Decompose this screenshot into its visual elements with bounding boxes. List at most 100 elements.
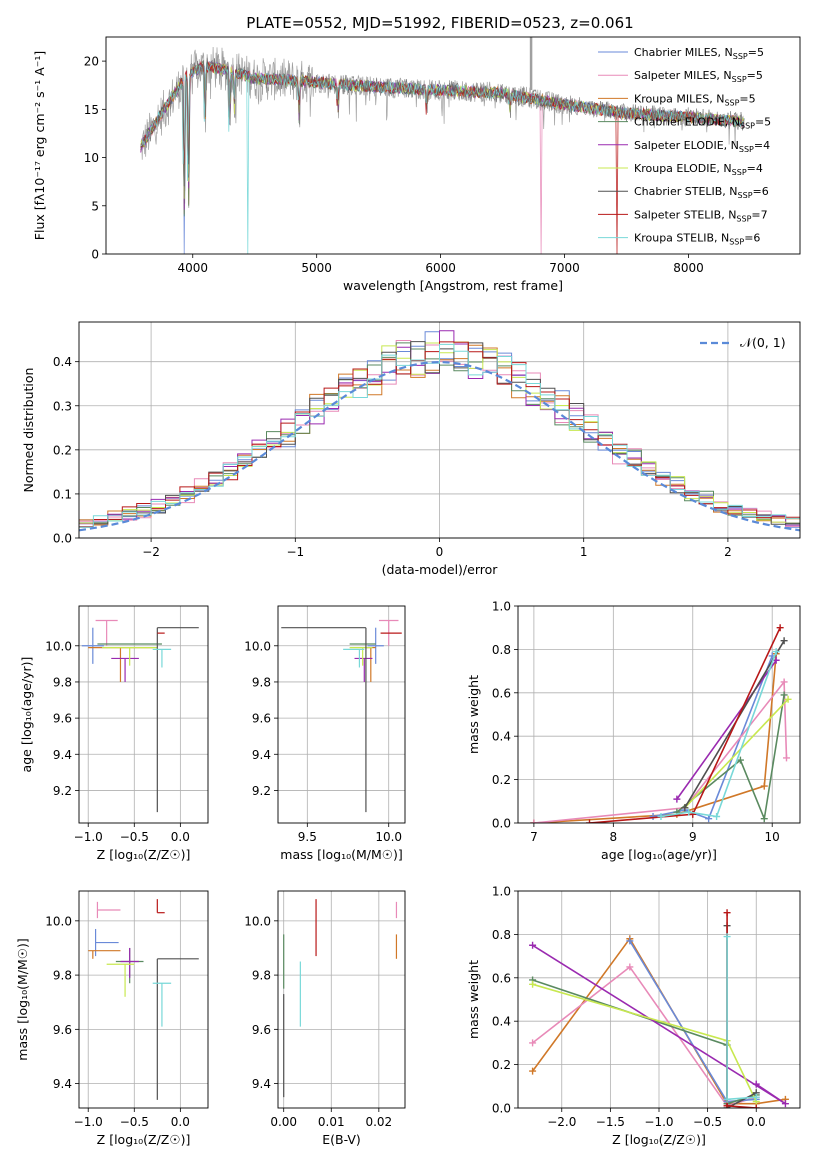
- legend-label-count: =5: [739, 92, 755, 105]
- legend-label-count: =5: [755, 116, 771, 129]
- x-tick-label: −1.0: [644, 1115, 673, 1129]
- errorbar-chabrier_stelib: [281, 627, 367, 813]
- weight-line: [532, 965, 757, 1107]
- weight-marker: [752, 1093, 760, 1101]
- weight-marker: [673, 795, 681, 803]
- x-tick-label: 0.0: [171, 830, 190, 844]
- x-tick-label: 0.0: [171, 1115, 190, 1129]
- weight-line: [589, 627, 781, 823]
- y-tick-label: 10.0: [45, 914, 72, 928]
- axes-mass_vs_ebv: 0.00 0.01 0.02 9.4 9.6 9.8 10.0 E(B-V): [244, 890, 406, 1147]
- y-tick-label: 9.6: [53, 712, 72, 726]
- x-tick-label: 10.0: [375, 830, 402, 844]
- errorbar-chabrier_miles: [81, 627, 104, 664]
- errorbar-salpeter_miles: [95, 619, 118, 646]
- axes-age_vs_mass: 9.5 10.0 9.2 9.4 9.6 9.8 10.0 mass [log₁₀(M/M☉)…: [244, 605, 406, 862]
- errorbar-salpeter_elodie: [111, 657, 139, 682]
- x-axis-label: (data-model)/error: [382, 562, 499, 577]
- x-tick-label: 0: [436, 545, 444, 559]
- y-axis-label: Flux [fλ10⁻¹⁷ erg cm⁻² s⁻¹ A⁻¹]: [32, 51, 47, 240]
- errorbar-chabrier_stelib: [156, 958, 199, 1100]
- legend-label-text: Chabrier MILES, N: [634, 46, 733, 59]
- weight-marker: [723, 1095, 731, 1103]
- weight-marker: [736, 756, 744, 764]
- errorbar-salpeter_elodie: [354, 657, 373, 682]
- y-tick-label: 9.4: [53, 748, 72, 762]
- y-tick-label: 9.2: [53, 784, 72, 798]
- legend-label-count: =6: [753, 185, 769, 198]
- y-tick-label: 1.0: [492, 600, 511, 614]
- x-axis-label: Z [log₁₀(Z/Z☉)]: [97, 1132, 191, 1147]
- legend-label-count: =4: [747, 162, 763, 175]
- legend-label-text: Chabrier STELIB, N: [634, 185, 738, 198]
- weight-marker: [585, 819, 593, 823]
- chart-title: PLATE=0552, MJD=51992, FIBERID=0523, z=0…: [246, 14, 633, 32]
- weight-marker: [685, 808, 693, 816]
- y-tick-label: 0.4: [492, 1015, 511, 1029]
- legend-label-sub: SSP: [732, 75, 747, 84]
- weight-series-salpeter_elodie: [673, 656, 780, 803]
- weight-series-kroupa_stelib: [723, 933, 760, 1103]
- errorbar-chabrier_stelib: [156, 627, 199, 813]
- y-axis-label: mass weight: [466, 675, 481, 754]
- x-tick-label: −1.0: [74, 1115, 103, 1129]
- y-axis-label: mass weight: [466, 960, 481, 1039]
- axes-frame: [277, 890, 406, 1109]
- y-axis-label: age [log₁₀(age/yr)]: [19, 657, 34, 773]
- axes-weight_vs_age: 7 8 9 10 0.0 0.2 0.4 0.6 0.8 1.0 age [log₁₀(age/yr…: [466, 600, 801, 862]
- weight-marker: [529, 1039, 537, 1047]
- legend-label-chabrier_elodie: Chabrier ELODIE, NSSP=5: [634, 116, 771, 131]
- y-tick-label: 9.4: [252, 1077, 271, 1091]
- weight-marker: [760, 782, 768, 790]
- weight-series-chabrier_stelib: [723, 922, 760, 1108]
- y-tick-label: 0.6: [492, 971, 511, 985]
- x-tick-label: −2.0: [547, 1115, 576, 1129]
- weight-line: [676, 659, 777, 800]
- weight-marker: [782, 754, 790, 762]
- legend-label-salpeter_elodie: Salpeter ELODIE, NSSP=4: [634, 139, 770, 154]
- legend-label-text: Salpeter STELIB, N: [634, 208, 736, 221]
- x-tick-label: 7000: [549, 261, 580, 275]
- y-tick-label: 0.4: [492, 730, 511, 744]
- weight-series-kroupa_stelib: [657, 648, 780, 820]
- x-tick-label: 1: [580, 545, 588, 559]
- axes-frame: [78, 321, 801, 539]
- legend-label-count: =5: [747, 69, 763, 82]
- weight-line: [726, 912, 757, 1108]
- errorbar-kroupa_elodie: [102, 646, 158, 666]
- weight-marker: [705, 815, 713, 823]
- y-tick-label: 10: [84, 151, 99, 165]
- y-tick-label: 0.2: [492, 773, 511, 787]
- y-tick-label: 9.8: [53, 675, 72, 689]
- errorbar-salpeter_miles: [96, 901, 121, 919]
- x-axis-label: Z [log₁₀(Z/Z☉)]: [97, 847, 191, 862]
- legend-label-text: Salpeter ELODIE, N: [634, 139, 739, 152]
- legend-label-sub: SSP: [732, 168, 747, 177]
- legend-label-text: Kroupa ELODIE, N: [634, 162, 732, 175]
- legend-label-count: =5: [748, 46, 764, 59]
- weight-marker: [780, 678, 788, 686]
- errorbar-kroupa_elodie: [106, 963, 135, 997]
- y-tick-label: 9.8: [53, 969, 72, 983]
- legend-label-chabrier_stelib: Chabrier STELIB, NSSP=6: [634, 185, 769, 200]
- residual-legend: 𝒩(0, 1): [700, 335, 786, 350]
- weight-marker: [713, 812, 721, 820]
- weight-marker: [649, 812, 657, 820]
- y-tick-label: 20: [84, 55, 99, 69]
- y-tick-label: 0.0: [492, 817, 511, 831]
- plot-area: [79, 330, 800, 532]
- y-tick-label: 9.2: [252, 784, 271, 798]
- x-tick-label: 0.02: [365, 1115, 392, 1129]
- weight-series-salpeter_miles: [529, 963, 760, 1108]
- legend-label-sub: SSP: [738, 191, 753, 200]
- errorbar-kroupa_stelib: [152, 982, 172, 1027]
- errorbar-salpeter_stelib: [156, 899, 165, 914]
- weight-line: [532, 979, 757, 1105]
- y-tick-label: 10.0: [45, 639, 72, 653]
- x-axis-label: wavelength [Angstrom, rest frame]: [343, 278, 563, 293]
- weight-marker: [780, 637, 788, 645]
- y-axis-label: mass [log₁₀(M/M☉)]: [15, 938, 30, 1060]
- weight-series-salpeter_stelib: [585, 624, 784, 823]
- y-tick-label: 9.8: [252, 675, 271, 689]
